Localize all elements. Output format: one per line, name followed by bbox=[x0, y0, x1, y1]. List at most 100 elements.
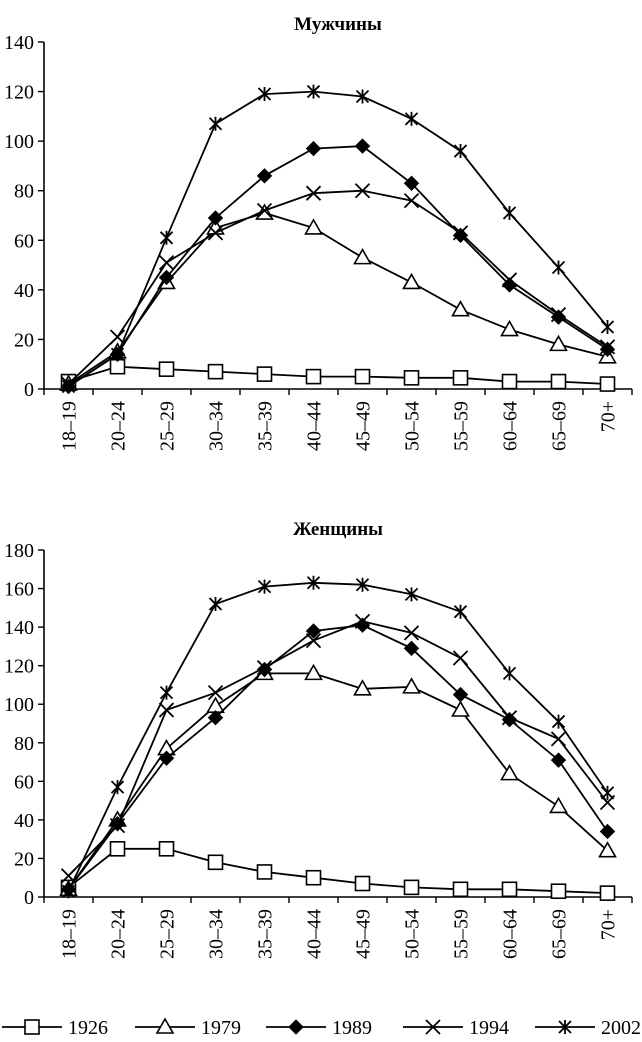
data-point bbox=[502, 666, 517, 681]
data-point bbox=[305, 140, 322, 157]
series-1926 bbox=[60, 358, 616, 392]
legend-label: 1979 bbox=[201, 1017, 241, 1039]
data-point bbox=[550, 309, 567, 325]
data-point bbox=[158, 361, 175, 377]
data-point bbox=[208, 596, 223, 611]
series-line bbox=[67, 624, 609, 890]
data-point bbox=[305, 368, 322, 385]
y-tick-label: 100 bbox=[4, 694, 34, 716]
data-point bbox=[501, 881, 518, 898]
data-point bbox=[355, 89, 370, 104]
data-point bbox=[355, 577, 370, 592]
legend-marker bbox=[288, 1019, 304, 1035]
data-point bbox=[354, 368, 371, 385]
data-point bbox=[256, 659, 273, 676]
data-point bbox=[306, 84, 321, 99]
y-tick-label: 140 bbox=[4, 617, 34, 639]
data-point bbox=[256, 202, 273, 219]
data-point bbox=[599, 341, 616, 358]
x-tick-label: 45–49 bbox=[353, 401, 375, 451]
x-tick-label: 35–39 bbox=[255, 909, 277, 959]
y-tick-label: 120 bbox=[4, 82, 34, 104]
data-point bbox=[550, 307, 567, 323]
data-point bbox=[451, 300, 470, 317]
x-tick-label: 20–24 bbox=[108, 909, 130, 959]
data-point bbox=[354, 183, 371, 199]
data-point bbox=[453, 144, 468, 159]
x-tick-label: 70+ bbox=[598, 909, 620, 940]
data-point bbox=[304, 663, 323, 681]
data-point bbox=[403, 370, 420, 386]
data-point bbox=[551, 714, 566, 729]
data-point bbox=[207, 710, 224, 726]
data-point bbox=[402, 272, 421, 290]
x-tick-label: 55–59 bbox=[451, 401, 473, 451]
x-tick-label: 45–49 bbox=[353, 909, 375, 959]
chart-panel-0: Мужчины 0 20 40 60 80 100 120 140 18–19 20–24 25–29… bbox=[4, 14, 633, 451]
data-point bbox=[502, 206, 517, 221]
data-point bbox=[550, 373, 567, 390]
data-point bbox=[598, 841, 617, 858]
x-tick-label: 55–59 bbox=[451, 909, 473, 959]
x-tick-label: 18–19 bbox=[59, 401, 81, 451]
legend: 1926 1979 1989 1994 2002 bbox=[2, 1017, 641, 1039]
x-tick-label: 65–69 bbox=[549, 401, 571, 451]
y-tick-label: 120 bbox=[4, 656, 34, 678]
series-line bbox=[68, 365, 608, 385]
series-line bbox=[68, 90, 609, 388]
data-point bbox=[500, 319, 519, 337]
x-tick-label: 60–64 bbox=[500, 909, 522, 959]
data-point bbox=[305, 185, 322, 201]
data-point bbox=[404, 587, 419, 602]
y-tick-label: 20 bbox=[14, 848, 34, 870]
series-line bbox=[67, 581, 609, 892]
x-tick-label: 30–34 bbox=[206, 401, 228, 451]
data-point bbox=[353, 248, 372, 265]
legend-label: 1994 bbox=[469, 1017, 509, 1039]
data-point bbox=[403, 175, 420, 191]
series-1994 bbox=[60, 613, 616, 884]
data-point bbox=[500, 764, 519, 781]
data-point bbox=[306, 575, 321, 590]
y-tick-label: 180 bbox=[4, 540, 34, 562]
data-point bbox=[158, 269, 175, 286]
legend-marker bbox=[24, 1019, 40, 1035]
x-tick-label: 30–34 bbox=[206, 909, 228, 959]
data-point bbox=[501, 272, 518, 288]
legend-item-2002: 2002 bbox=[535, 1017, 641, 1039]
data-point bbox=[257, 87, 272, 102]
legend-item-1994: 1994 bbox=[403, 1017, 509, 1039]
data-point bbox=[110, 780, 125, 795]
y-tick-label: 80 bbox=[14, 181, 34, 203]
x-tick-label: 65–69 bbox=[549, 909, 571, 959]
y-tick-label: 80 bbox=[14, 733, 34, 755]
data-point bbox=[501, 373, 518, 390]
data-point bbox=[207, 363, 224, 380]
legend-item-1989: 1989 bbox=[266, 1017, 372, 1039]
legend-item-1926: 1926 bbox=[2, 1017, 108, 1039]
data-point bbox=[207, 210, 224, 226]
data-point bbox=[550, 883, 567, 900]
data-point bbox=[304, 218, 323, 235]
series-line bbox=[68, 145, 608, 388]
y-tick-label: 160 bbox=[4, 579, 34, 601]
series-1979 bbox=[59, 663, 617, 897]
data-point bbox=[452, 227, 469, 244]
x-tick-label: 25–29 bbox=[157, 401, 179, 451]
data-point bbox=[600, 785, 615, 800]
data-point bbox=[305, 869, 322, 886]
data-point bbox=[207, 685, 224, 701]
series-line bbox=[67, 189, 608, 385]
data-point bbox=[354, 875, 371, 892]
x-tick-label: 35–39 bbox=[255, 401, 277, 451]
data-point bbox=[256, 864, 273, 880]
data-point bbox=[208, 116, 223, 131]
data-point bbox=[159, 685, 174, 700]
data-point bbox=[257, 579, 272, 594]
y-tick-label: 60 bbox=[14, 771, 34, 793]
data-point bbox=[600, 320, 615, 335]
data-point bbox=[404, 111, 419, 126]
series-2002 bbox=[61, 84, 615, 394]
x-tick-label: 20–24 bbox=[108, 401, 130, 451]
